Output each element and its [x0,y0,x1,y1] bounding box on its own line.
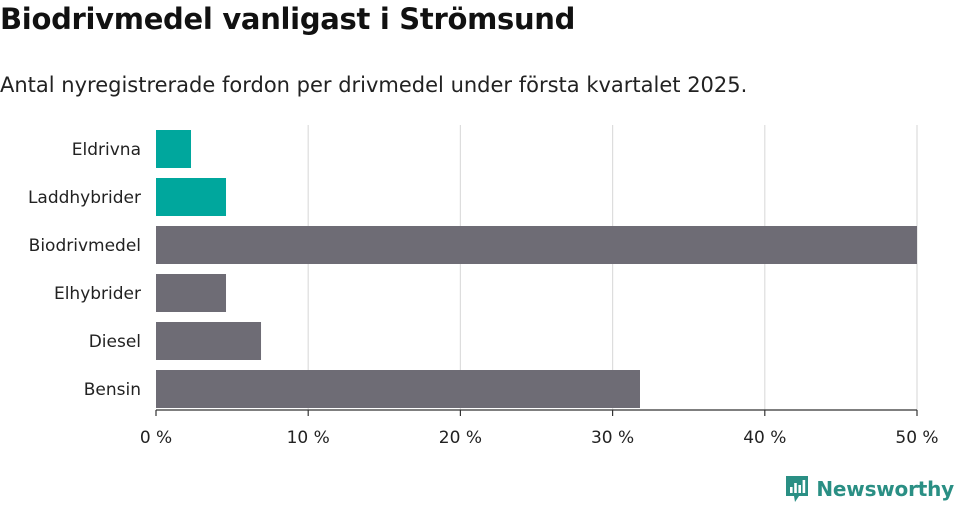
bar-biodrivmedel [156,226,917,264]
category-labels: Eldrivna Laddhybrider Biodrivmedel Elhybrid… [28,140,141,400]
bars [156,130,917,408]
x-axis: 0 % 10 % 20 % 30 % 40 % 50 % [140,409,939,448]
bar-diesel [156,322,262,360]
category-label: Biodrivmedel [29,236,141,256]
chart-title: Biodrivmedel vanligast i Strömsund [0,2,576,36]
category-label: Eldrivna [72,140,141,160]
x-tick-label: 0 % [140,428,172,448]
category-label: Bensin [84,380,141,400]
category-label: Laddhybrider [28,188,141,208]
bar-laddhybrider [156,178,227,216]
brand-name: Newsworthy [816,477,954,501]
category-label: Diesel [89,332,141,352]
newsworthy-brand: Newsworthy [784,474,954,504]
x-tick-label: 30 % [591,428,634,448]
bar-bensin [156,370,640,408]
chart-subtitle: Antal nyregistrerade fordon per drivmede… [0,73,748,97]
category-label: Elhybrider [54,284,141,304]
newsworthy-logo-icon [786,476,809,502]
x-tick-label: 50 % [895,428,938,448]
gridlines [307,125,918,410]
x-tick-label: 40 % [743,428,786,448]
x-tick-label: 10 % [287,428,330,448]
bar-eldrivna [156,130,192,168]
bar-elhybrider [156,274,227,312]
x-tick-label: 20 % [439,428,482,448]
